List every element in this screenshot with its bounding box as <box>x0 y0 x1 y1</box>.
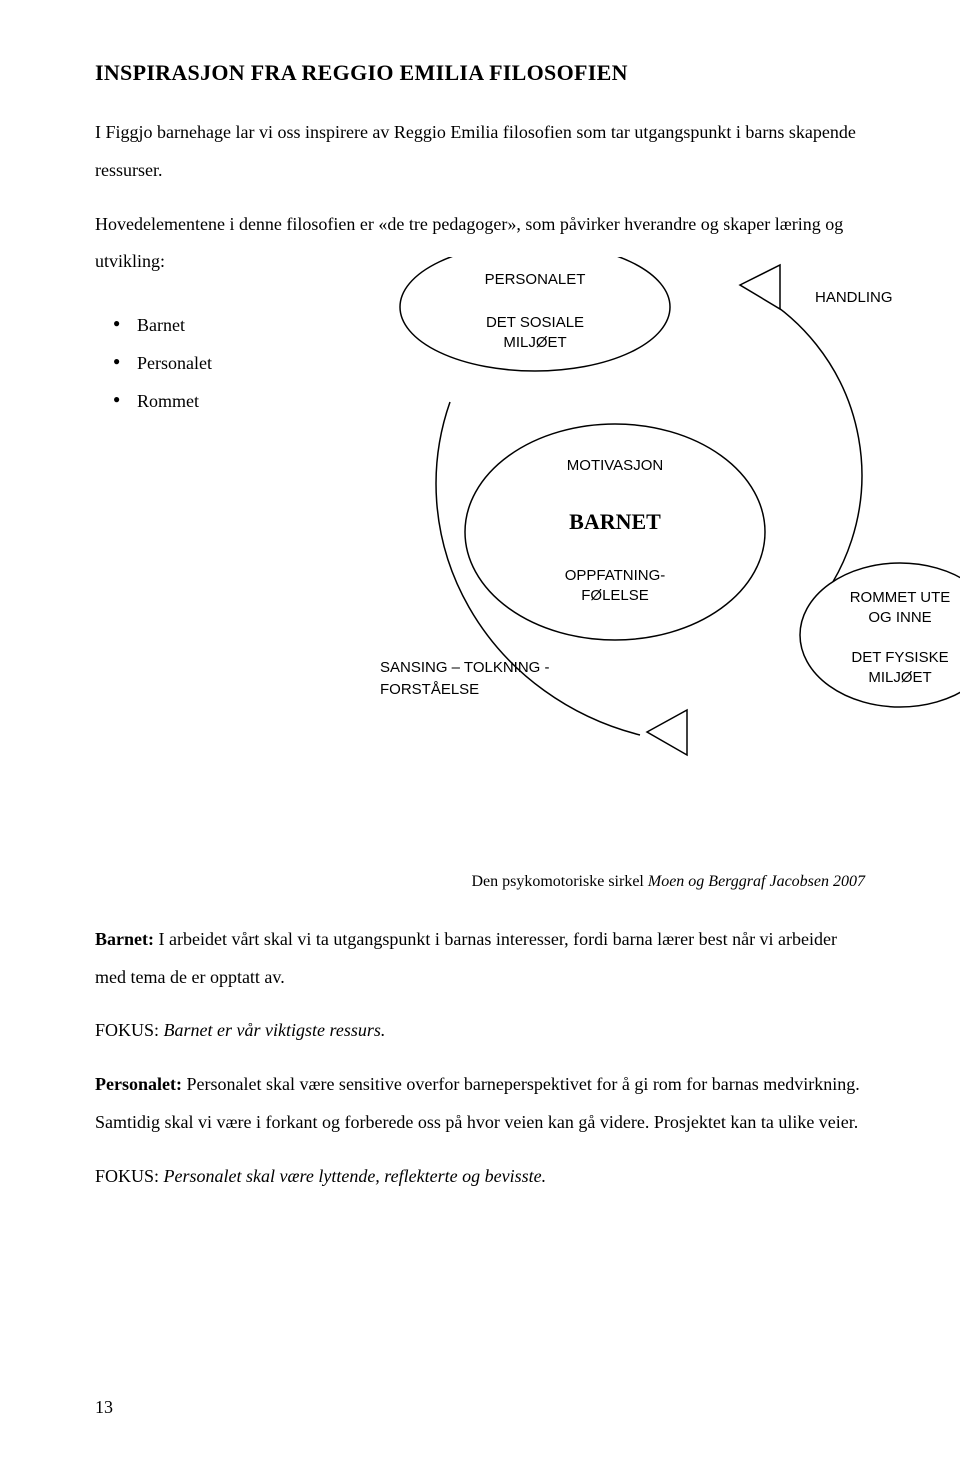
fokus-barnet: FOKUS: Barnet er vår viktigste ressurs. <box>95 1012 865 1050</box>
diagram-label-fysiske2: MILJØET <box>830 667 960 688</box>
diagram-label-sansing1: SANSING – TOLKNING - <box>380 657 550 678</box>
page-title: INSPIRASJON FRA REGGIO EMILIA FILOSOFIEN <box>95 60 865 86</box>
diagram-label-barnet: BARNET <box>545 507 685 538</box>
diagram-label-personalet: PERSONALET <box>465 269 605 290</box>
list-item: Rommet <box>95 383 265 421</box>
diagram-label-motivasjon: MOTIVASJON <box>545 455 685 476</box>
diagram-label-rommet2: OG INNE <box>830 607 960 628</box>
barnet-paragraph: Barnet: I arbeidet vårt skal vi ta utgan… <box>95 921 865 997</box>
diagram-label-fysiske1: DET FYSISKE <box>830 647 960 668</box>
personalet-paragraph: Personalet: Personalet skal være sensiti… <box>95 1066 865 1142</box>
diagram-label-oppfatning2: FØLELSE <box>545 585 685 606</box>
diagram-label-rommet1: ROMMET UTE <box>830 587 960 608</box>
psychomotor-circle-diagram: PERSONALET DET SOSIALE MILJØET HANDLING … <box>265 257 865 817</box>
fokus-personalet: FOKUS: Personalet skal være lyttende, re… <box>95 1158 865 1196</box>
diagram-label-miljoet: MILJØET <box>465 332 605 353</box>
list-item: Personalet <box>95 345 265 383</box>
diagram-label-oppfatning1: OPPFATNING- <box>545 565 685 586</box>
diagram-caption: Den psykomotoriske sirkel Moen og Berggr… <box>95 865 865 899</box>
pedagogues-list: Barnet Personalet Rommet <box>95 307 265 420</box>
diagram-label-handling: HANDLING <box>815 287 893 308</box>
list-item: Barnet <box>95 307 265 345</box>
page-number: 13 <box>95 1397 113 1418</box>
diagram-label-sosiale: DET SOSIALE <box>465 312 605 333</box>
intro-paragraph: I Figgjo barnehage lar vi oss inspirere … <box>95 114 865 190</box>
diagram-label-sansing2: FORSTÅELSE <box>380 679 479 700</box>
